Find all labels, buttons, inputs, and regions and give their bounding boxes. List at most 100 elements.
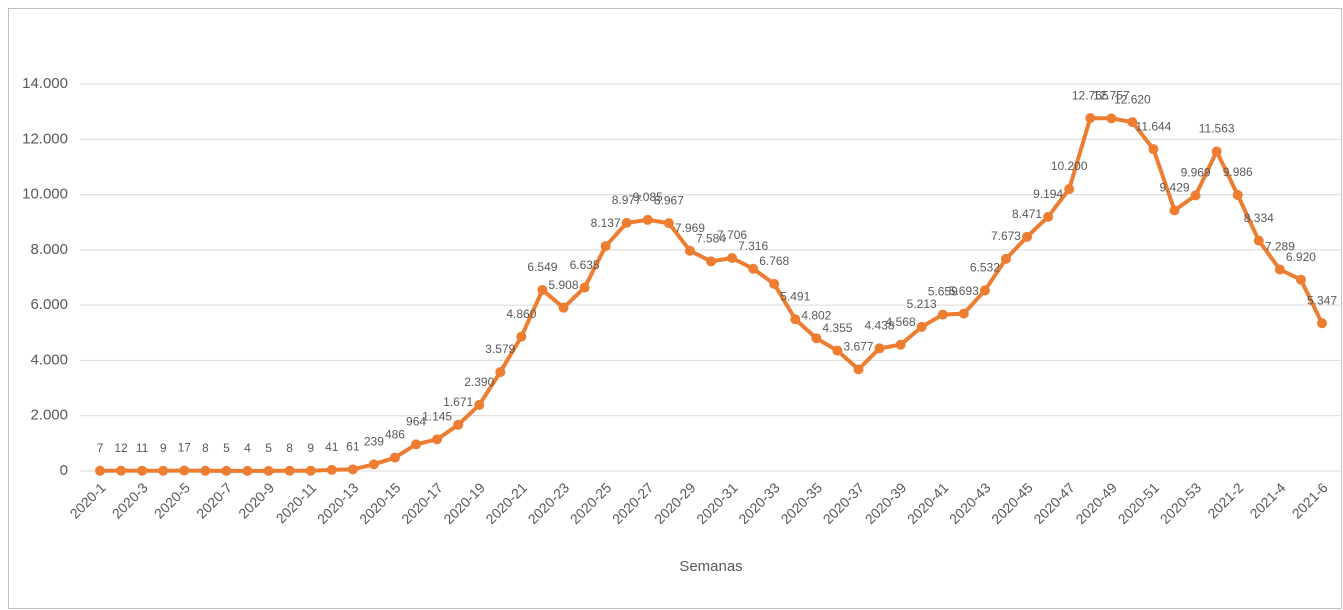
data-label: 10.200 xyxy=(1051,159,1088,173)
data-label: 486 xyxy=(385,428,405,442)
data-label: 8.977 xyxy=(612,193,642,207)
y-tick-label: 2.000 xyxy=(30,407,68,424)
data-label: 12.757 xyxy=(1093,89,1130,103)
data-point xyxy=(242,465,253,476)
data-point xyxy=(516,331,527,342)
data-label: 61 xyxy=(346,439,360,453)
data-point xyxy=(621,217,632,228)
data-label: 5 xyxy=(223,441,230,455)
data-point xyxy=(116,465,127,476)
data-point xyxy=(958,308,969,319)
data-point xyxy=(1253,235,1264,246)
data-point xyxy=(1106,113,1117,124)
data-label: 964 xyxy=(406,415,426,429)
data-label: 9.969 xyxy=(1181,166,1211,180)
y-tick-label: 4.000 xyxy=(30,351,68,368)
y-tick-label: 14.000 xyxy=(22,75,68,92)
data-label: 6.635 xyxy=(570,258,600,272)
data-point xyxy=(1317,318,1327,329)
data-label: 7.706 xyxy=(717,228,747,242)
data-point xyxy=(853,364,864,375)
data-label: 7.584 xyxy=(696,232,726,246)
data-label: 4.568 xyxy=(886,315,916,329)
data-label: 7.673 xyxy=(991,229,1021,243)
x-axis-title: Semanas xyxy=(679,558,742,575)
data-label: 9 xyxy=(160,441,167,455)
data-point xyxy=(158,465,169,476)
data-label: 8.137 xyxy=(591,216,621,230)
data-point xyxy=(1127,117,1138,128)
data-point xyxy=(200,465,211,476)
data-point xyxy=(1169,205,1180,216)
data-label: 12 xyxy=(114,441,128,455)
data-label: 9.429 xyxy=(1160,181,1190,195)
data-point xyxy=(368,459,379,470)
data-label: 7.316 xyxy=(738,239,768,253)
data-label: 5.659 xyxy=(928,285,958,299)
data-label: 41 xyxy=(325,440,339,454)
data-point xyxy=(600,241,611,252)
data-label: 1.145 xyxy=(422,410,452,424)
data-point xyxy=(558,302,569,313)
data-point xyxy=(706,256,716,267)
data-point xyxy=(979,285,990,296)
data-point xyxy=(663,218,674,229)
data-point xyxy=(937,309,948,320)
data-point xyxy=(1232,189,1243,200)
data-label: 9.085 xyxy=(633,190,663,204)
data-label: 9 xyxy=(307,441,314,455)
chart-border xyxy=(8,8,1342,609)
data-point xyxy=(1190,190,1201,201)
data-point xyxy=(579,282,590,293)
data-point xyxy=(684,245,695,256)
data-point xyxy=(916,321,927,332)
data-label: 5.908 xyxy=(549,278,579,292)
data-point xyxy=(642,214,653,225)
data-point xyxy=(263,465,274,476)
data-label: 7.969 xyxy=(675,221,705,235)
data-label: 6.768 xyxy=(759,254,789,268)
y-tick-label: 8.000 xyxy=(30,241,68,258)
data-label: 8.471 xyxy=(1012,207,1042,221)
data-point xyxy=(1000,253,1011,264)
data-label: 17 xyxy=(178,441,192,455)
data-point xyxy=(811,333,822,344)
data-label: 11 xyxy=(136,441,149,455)
data-point xyxy=(1211,146,1222,157)
data-point xyxy=(769,278,780,289)
data-point xyxy=(790,314,801,325)
data-label: 8.967 xyxy=(654,193,684,207)
data-point xyxy=(137,465,148,476)
data-point xyxy=(1295,274,1306,285)
data-label: 5.693 xyxy=(949,284,979,298)
data-label: 6.549 xyxy=(527,260,557,274)
data-point xyxy=(411,439,422,450)
data-label: 9.194 xyxy=(1033,187,1063,201)
data-point xyxy=(179,465,190,476)
data-point xyxy=(1274,264,1285,275)
data-point xyxy=(1043,211,1054,222)
data-point xyxy=(389,452,400,463)
data-point xyxy=(453,419,464,430)
data-label: 4.802 xyxy=(801,308,831,322)
y-tick-label: 0 xyxy=(60,462,68,479)
data-point xyxy=(1022,231,1033,242)
data-point xyxy=(474,399,485,410)
data-label: 8.334 xyxy=(1244,211,1274,225)
data-point xyxy=(874,343,885,354)
data-label: 7.289 xyxy=(1265,240,1295,254)
data-label: 8 xyxy=(286,441,293,455)
data-point xyxy=(284,465,295,476)
data-point xyxy=(1064,184,1075,195)
data-point xyxy=(326,464,337,475)
data-label: 4.355 xyxy=(822,321,852,335)
data-point xyxy=(832,345,843,356)
data-point xyxy=(727,252,738,263)
data-label: 2.390 xyxy=(464,375,494,389)
data-label: 11.563 xyxy=(1199,122,1235,136)
data-label: 12.620 xyxy=(1114,92,1151,106)
data-label: 4 xyxy=(244,441,251,455)
data-label: 5.213 xyxy=(907,297,937,311)
data-label: 4.860 xyxy=(506,307,536,321)
